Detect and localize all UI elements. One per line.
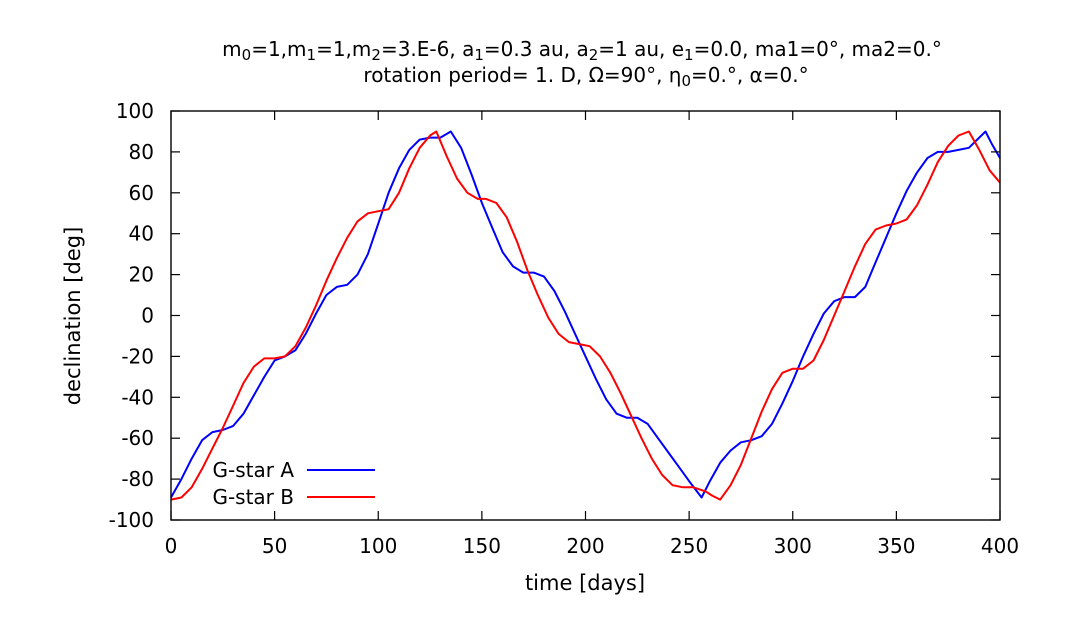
title-part: =0.3 au, a	[484, 37, 589, 61]
x-tick-label: 300	[774, 534, 812, 558]
title-part: 2	[589, 46, 599, 64]
x-tick-label: 100	[359, 534, 397, 558]
title-part: =1 au, e	[598, 37, 684, 61]
title-part: m	[222, 37, 241, 61]
chart-title-line-1: m0=1,m1=1,m2=3.E-6, a1=0.3 au, a2=1 au, …	[222, 37, 942, 64]
legend-label: G-star A	[213, 458, 295, 482]
y-tick-label: 40	[129, 222, 154, 246]
y-tick-label: 20	[129, 263, 154, 287]
y-tick-label: -80	[121, 467, 154, 491]
x-axis-label: time [days]	[525, 571, 645, 595]
y-tick-label: 80	[129, 140, 154, 164]
title-part: =1,m	[251, 37, 306, 61]
series-line-g-star-a	[170, 130, 1001, 499]
y-tick-label: 0	[141, 304, 154, 328]
x-tick-label: 50	[262, 534, 287, 558]
y-tick-label: 60	[129, 181, 154, 205]
title-part: =0.0, ma1=0°, ma2=0.°	[694, 37, 942, 61]
x-tick-label: 150	[463, 534, 501, 558]
legend-label: G-star B	[212, 485, 294, 509]
ticks-layer: 0 50 100 150 200 250 300 350 400-100-80-60-40-20…	[109, 99, 1019, 558]
title-part: 1	[474, 46, 484, 64]
series-layer	[170, 130, 1001, 501]
title-part: 1	[684, 46, 694, 64]
y-axis-label: declination [deg]	[61, 227, 85, 406]
legend: G-star A G-star B	[212, 458, 375, 509]
x-tick-label: 400	[981, 534, 1019, 558]
y-tick-label: -60	[121, 426, 154, 450]
title-part: =3.E-6, a	[381, 37, 474, 61]
plot-frame	[170, 110, 1001, 521]
chart-title-line-2: rotation period= 1. D, Ω=90°, η0=0.°, α=…	[363, 63, 808, 90]
title-part: 0	[242, 46, 252, 64]
y-tick-label: -40	[121, 385, 154, 409]
series-line-g-star-b	[170, 130, 1001, 501]
x-tick-label: 250	[670, 534, 708, 558]
y-tick-label: -20	[121, 344, 154, 368]
title-part: =1,m	[316, 37, 371, 61]
title-part: 0	[681, 72, 691, 90]
title-part: 2	[371, 46, 381, 64]
x-tick-label: 350	[877, 534, 915, 558]
y-tick-label: 100	[116, 99, 154, 123]
title-part: =0.°, α=0.°	[691, 63, 809, 87]
x-tick-label: 0	[165, 534, 178, 558]
title-part: rotation period= 1. D, Ω=90°, η	[363, 63, 681, 87]
title-part: 1	[307, 46, 317, 64]
y-tick-label: -100	[109, 508, 154, 532]
x-tick-label: 200	[566, 534, 604, 558]
